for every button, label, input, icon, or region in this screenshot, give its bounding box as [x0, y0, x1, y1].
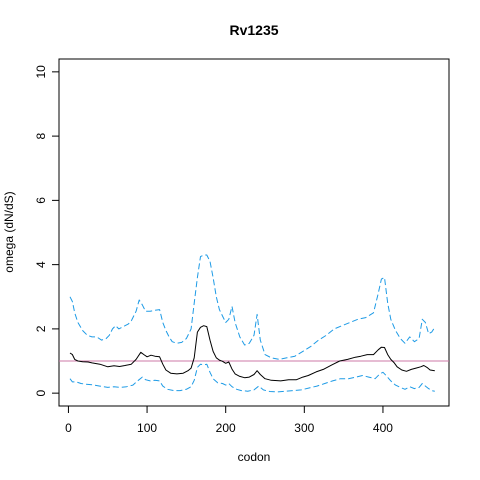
x-tick-label: 300 [294, 421, 314, 435]
x-axis-label: codon [238, 450, 271, 464]
series-lines [59, 254, 449, 393]
chart-title: Rv1235 [229, 22, 278, 38]
y-tick-label: 0 [34, 389, 48, 396]
lower-bound-line [69, 363, 435, 393]
y-tick-label: 6 [34, 197, 48, 204]
axis-ticks: 0 100 200 300 400 0 2 4 6 8 10 [34, 65, 393, 435]
x-tick-label: 200 [216, 421, 236, 435]
y-tick-label: 2 [34, 325, 48, 332]
plot-frame [58, 58, 450, 407]
x-tick-label: 0 [65, 421, 72, 435]
y-tick-label: 8 [34, 132, 48, 139]
upper-bound-line [69, 254, 436, 360]
x-tick-label: 400 [373, 421, 393, 435]
omega-estimate-line [69, 325, 435, 382]
y-tick-label: 10 [34, 65, 48, 79]
y-tick-label: 4 [34, 261, 48, 268]
y-axis-label: omega (dN/dS) [2, 191, 16, 272]
x-tick-label: 100 [137, 421, 157, 435]
